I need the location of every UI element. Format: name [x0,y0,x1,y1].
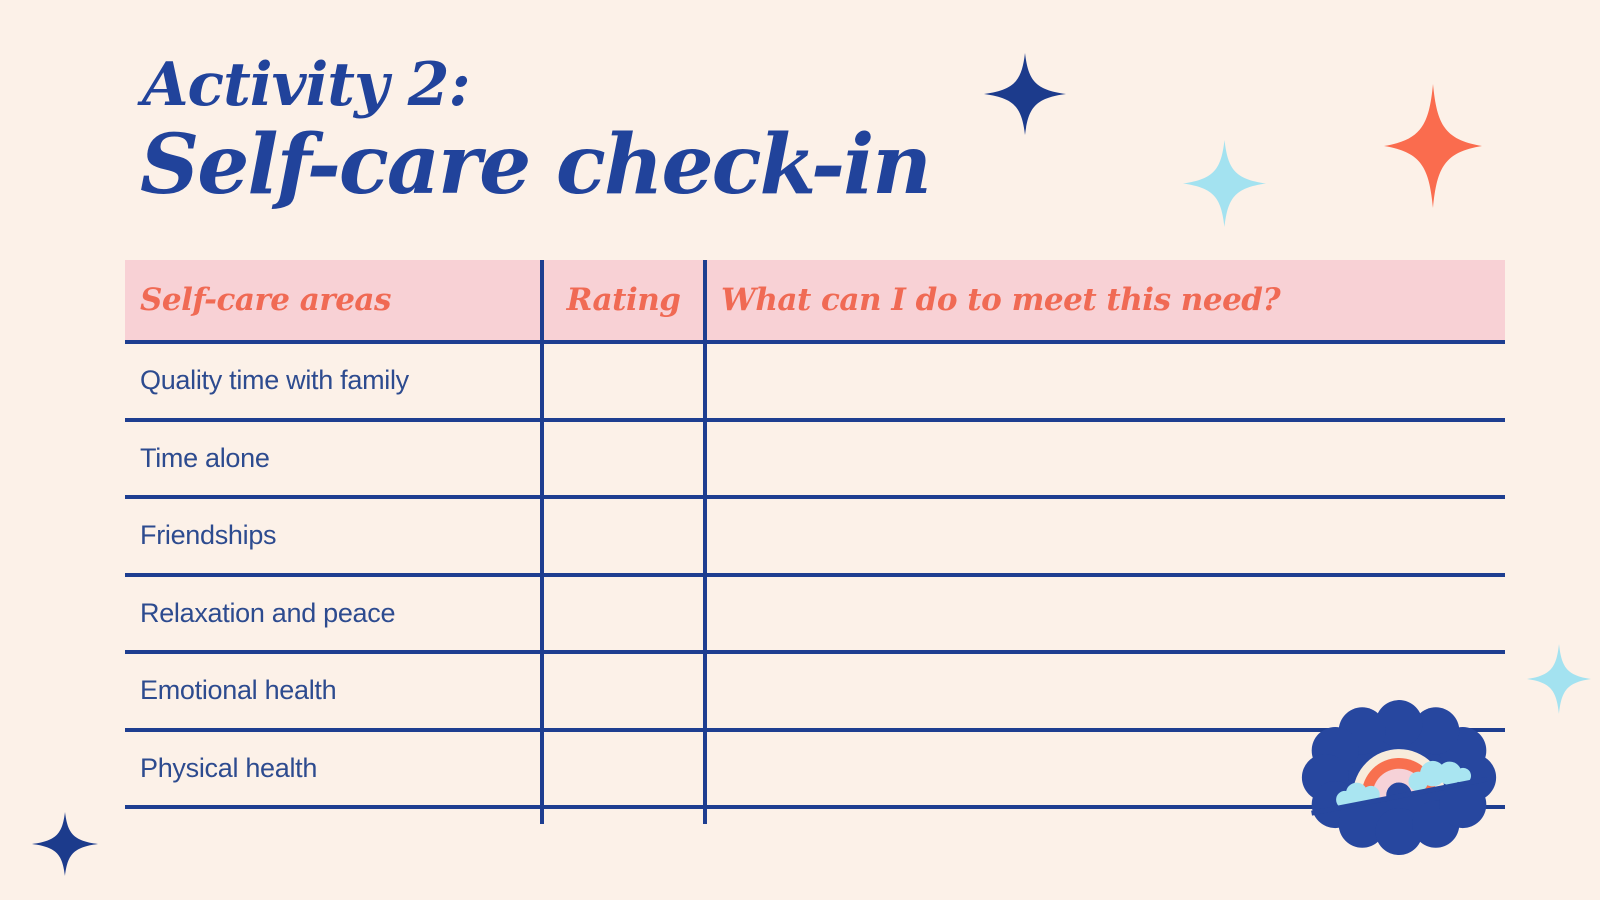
sparkle-shape [1183,140,1266,227]
rating-cell[interactable] [542,732,705,806]
sparkle-navy-top-icon [984,53,1066,135]
header-rating: Rating [566,282,681,318]
area-label: Emotional health [140,675,337,706]
rating-cell[interactable] [542,654,705,728]
sparkle-blue-top-icon [1183,140,1266,227]
area-label: Friendships [140,520,277,551]
sparkle-blue-right-icon [1527,644,1591,714]
table-header-row: Self-care areas Rating What can I do to … [125,260,1505,344]
rainbow-baseline [1311,776,1488,816]
slide-title: Self-care check-in [140,117,932,213]
header-self-care-areas: Self-care areas [140,282,391,318]
answer-cell[interactable] [705,344,1505,418]
table-row: Relaxation and peace [125,577,1505,654]
rating-cell[interactable] [542,499,705,573]
self-care-table: Self-care areas Rating What can I do to … [125,260,1505,824]
table-row: Quality time with family [125,344,1505,422]
area-label: Time alone [140,442,270,473]
sparkle-shape [1384,84,1482,208]
rainbow-cloud-icon [1301,700,1497,856]
area-label: Physical health [140,752,318,783]
sparkle-navy-bottom-icon [32,812,98,876]
table-row: Time alone [125,422,1505,499]
area-label: Quality time with family [140,365,409,396]
sparkle-shape [32,812,98,876]
answer-cell[interactable] [705,577,1505,651]
column-divider [703,260,707,824]
table-row: Emotional health [125,654,1505,732]
rating-cell[interactable] [542,344,705,418]
header-question: What can I do to meet this need? [721,282,1281,318]
sparkle-shape [1527,644,1591,714]
column-divider [540,260,544,824]
answer-cell[interactable] [705,422,1505,496]
rainbow-group [1311,749,1488,816]
slide-subtitle: Activity 2: [142,50,471,120]
sparkle-coral-icon [1384,84,1482,208]
rating-cell[interactable] [542,577,705,651]
mini-clouds [1336,760,1472,809]
answer-cell[interactable] [705,499,1505,573]
table-row: Friendships [125,499,1505,577]
table-row: Physical health [125,732,1505,809]
sparkle-shape [984,53,1066,135]
rating-cell[interactable] [542,422,705,496]
area-label: Relaxation and peace [140,597,396,628]
